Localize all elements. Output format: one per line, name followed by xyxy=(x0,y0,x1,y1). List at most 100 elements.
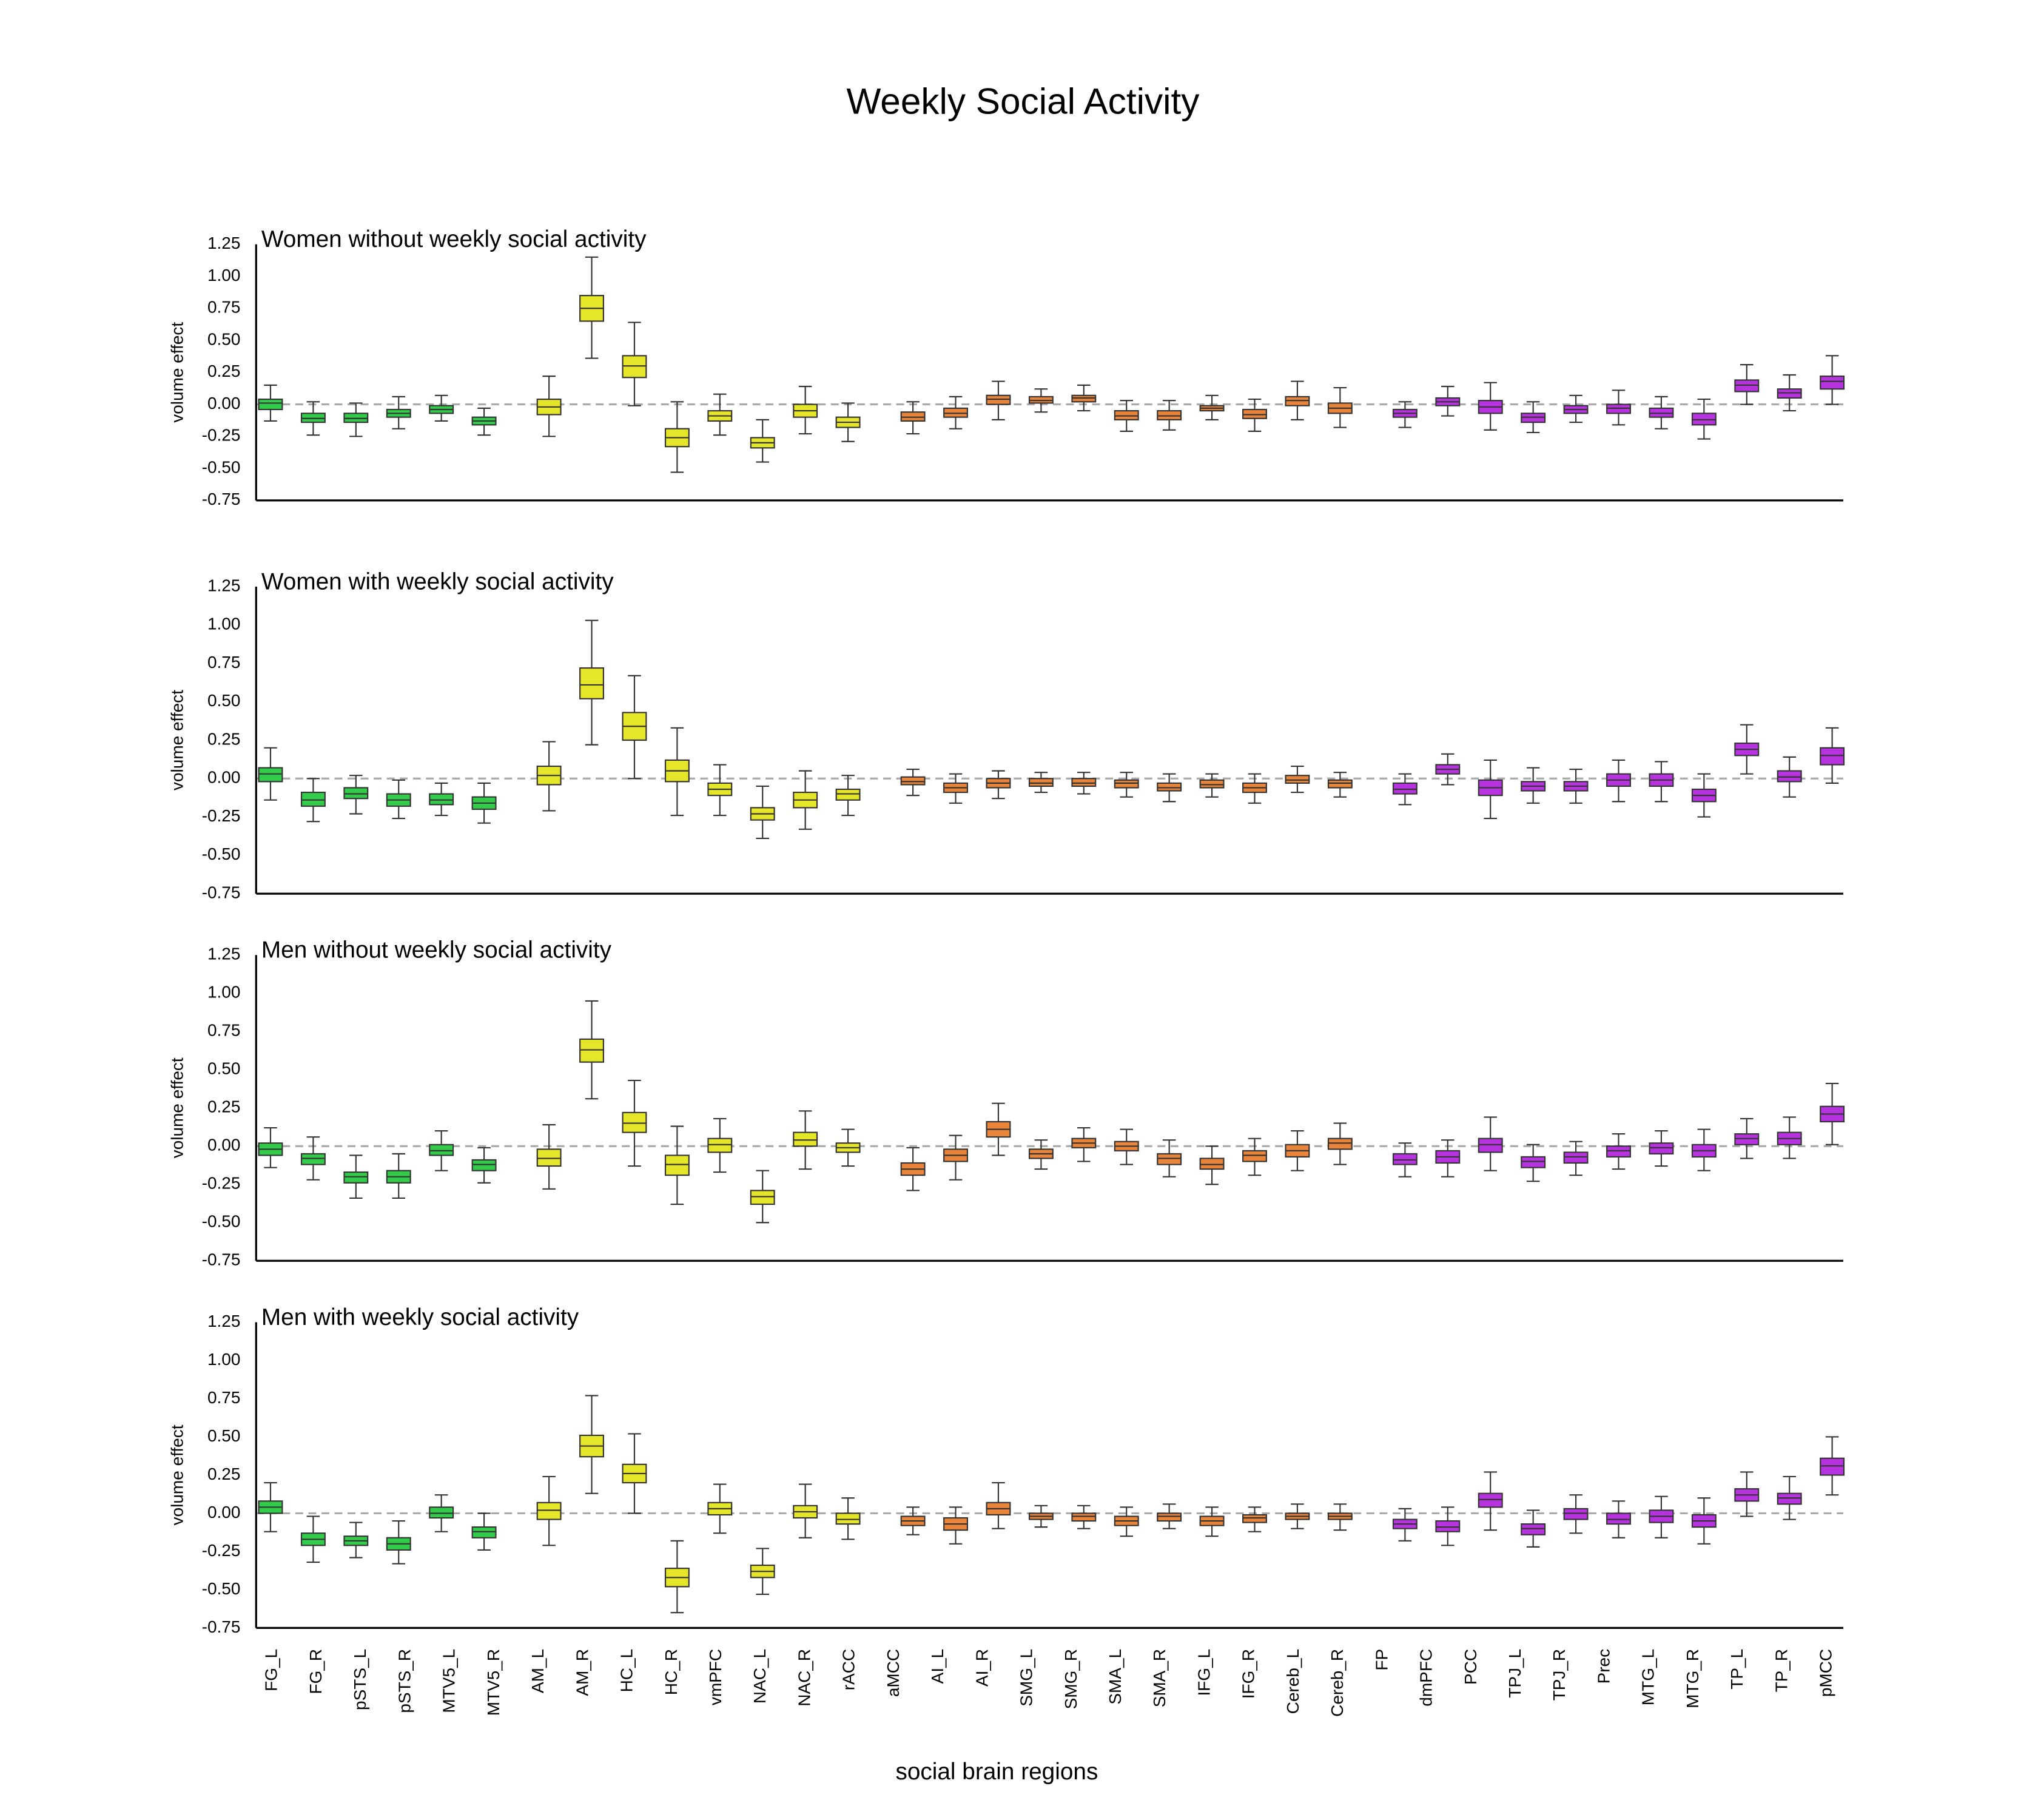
x-tick-label: TPJ_R xyxy=(1550,1649,1569,1701)
y-tick-label: -0.75 xyxy=(202,1250,241,1269)
box xyxy=(429,1144,454,1156)
box xyxy=(1199,779,1225,789)
y-tick-label: -0.25 xyxy=(202,1174,241,1193)
y-tick-label: 0.75 xyxy=(207,298,240,317)
y-tick-label: 1.25 xyxy=(207,945,240,963)
box xyxy=(622,1111,647,1133)
box xyxy=(536,1148,562,1167)
box xyxy=(1649,1142,1674,1154)
x-tick-label: AI_R xyxy=(972,1649,991,1687)
y-tick-label: -0.50 xyxy=(202,457,241,476)
box xyxy=(579,1038,605,1063)
y-tick-label: 0.25 xyxy=(207,362,240,380)
y-tick-label: 1.00 xyxy=(207,266,240,285)
y-axis-label: volume effect xyxy=(168,1057,187,1158)
box xyxy=(1242,1150,1267,1162)
box xyxy=(258,399,283,411)
y-tick-label: 0.50 xyxy=(207,329,240,348)
y-tick-label: -0.50 xyxy=(202,1579,241,1598)
x-tick-label: IFG_L xyxy=(1194,1649,1213,1696)
box xyxy=(835,1512,861,1525)
x-tick-label: NAC_L xyxy=(750,1649,769,1704)
box xyxy=(579,667,605,699)
box xyxy=(471,1526,497,1539)
x-tick-label: MTG_L xyxy=(1639,1649,1658,1705)
x-tick-label: Cereb_R xyxy=(1328,1649,1347,1717)
box xyxy=(1392,1153,1418,1165)
box xyxy=(1820,1457,1845,1476)
y-tick-label: -0.75 xyxy=(202,490,241,508)
box xyxy=(471,1159,497,1171)
x-tick-label: MTV5_R xyxy=(484,1649,503,1716)
y-tick-label: -0.50 xyxy=(202,1212,241,1231)
x-tick-label: FG_R xyxy=(306,1649,325,1694)
box xyxy=(900,776,926,786)
box xyxy=(1563,1508,1589,1520)
x-tick-label: TP_R xyxy=(1772,1649,1791,1693)
x-tick-label: dmPFC xyxy=(1417,1649,1436,1707)
x-tick-label: SMG_R xyxy=(1061,1649,1080,1710)
x-tick-label: NAC_R xyxy=(795,1649,813,1707)
y-tick-label: 0.50 xyxy=(207,691,240,710)
y-tick-label: 0.75 xyxy=(207,1388,240,1407)
panel-title: Women with weekly social activity xyxy=(261,568,614,595)
x-tick-label: PCC xyxy=(1461,1649,1480,1685)
box xyxy=(793,1131,818,1147)
box xyxy=(1478,1492,1503,1508)
x-tick-label: pMCC xyxy=(1817,1649,1835,1697)
box xyxy=(835,788,861,801)
y-tick-label: 0.25 xyxy=(207,729,240,748)
box xyxy=(300,1153,326,1165)
x-tick-label: FP xyxy=(1372,1649,1391,1671)
box xyxy=(707,1138,733,1153)
x-tick-label: SMA_L xyxy=(1106,1649,1125,1705)
x-tick-label: TPJ_L xyxy=(1505,1649,1524,1698)
y-tick-label: 0.25 xyxy=(207,1097,240,1116)
box xyxy=(1157,1153,1182,1165)
box xyxy=(1777,1492,1802,1505)
box xyxy=(750,1190,775,1205)
box xyxy=(1157,782,1182,792)
x-tick-label: vmPFC xyxy=(706,1649,725,1705)
box xyxy=(1521,1523,1546,1535)
y-tick-label: -0.25 xyxy=(202,806,241,825)
y-tick-label: 1.00 xyxy=(207,615,240,633)
x-tick-label: SMG_L xyxy=(1017,1649,1036,1707)
box xyxy=(429,793,454,806)
x-axis-label: social brain regions xyxy=(895,1759,1098,1785)
y-tick-label: 0.75 xyxy=(207,653,240,672)
y-tick-label: 1.25 xyxy=(207,1312,240,1330)
y-tick-label: -0.25 xyxy=(202,1541,241,1560)
panel-title: Men without weekly social activity xyxy=(261,937,612,963)
panel-title: Men with weekly social activity xyxy=(261,1304,579,1330)
y-axis-label: volume effect xyxy=(168,322,187,423)
box xyxy=(1435,1520,1461,1532)
box xyxy=(429,1506,454,1519)
x-tick-label: pSTS_R xyxy=(395,1649,414,1713)
x-tick-label: rACC xyxy=(839,1649,858,1690)
box xyxy=(1071,1512,1097,1522)
x-tick-label: SMA_R xyxy=(1150,1649,1169,1707)
box xyxy=(536,1502,562,1520)
box xyxy=(1392,782,1418,795)
box xyxy=(1521,1156,1546,1168)
box xyxy=(1734,1133,1760,1145)
y-tick-label: -0.75 xyxy=(202,1617,241,1636)
y-tick-label: -0.25 xyxy=(202,426,241,445)
box xyxy=(1563,1151,1589,1164)
y-tick-label: 1.00 xyxy=(207,983,240,1002)
x-tick-label: Prec xyxy=(1594,1649,1613,1684)
x-tick-label: HC_L xyxy=(617,1649,636,1693)
y-tick-label: 1.25 xyxy=(207,576,240,595)
box xyxy=(1820,376,1845,390)
x-tick-label: IFG_R xyxy=(1239,1649,1258,1699)
box xyxy=(1157,1512,1182,1522)
x-tick-label: MTV5_L xyxy=(440,1649,459,1713)
x-tick-label: AI_L xyxy=(928,1649,947,1684)
y-axis-label: volume effect xyxy=(168,690,187,790)
box xyxy=(1820,747,1845,766)
box xyxy=(1606,1145,1631,1158)
x-tick-label: FG_L xyxy=(262,1649,281,1691)
box xyxy=(664,1154,690,1176)
